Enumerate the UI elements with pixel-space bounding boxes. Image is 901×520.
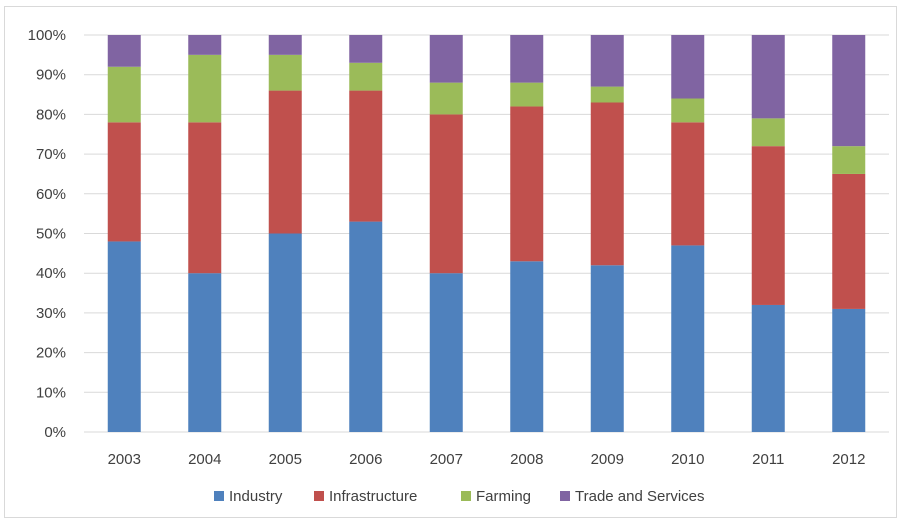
bar-segment [349,221,383,432]
x-tick-label: 2006 [349,451,382,468]
x-tick-label: 2009 [591,451,624,468]
bar-segment [188,122,222,274]
legend-swatch [560,491,570,501]
bar-segment [188,273,222,432]
bar-segment [671,35,705,99]
legend-label: Trade and Services [575,488,705,505]
bars [107,35,866,432]
y-tick-label: 60% [36,186,66,203]
legend: Industry Infrastructure Farming Trade and S… [214,488,705,505]
bar-segment [751,304,785,432]
bar-segment [751,146,785,305]
y-tick-label: 90% [36,67,66,84]
bar-segment [268,54,302,91]
bar-segment [429,35,463,83]
bar-segment [268,35,302,55]
x-tick-label: 2011 [752,451,784,468]
bar-segment [349,90,383,222]
x-tick-label: 2007 [430,451,463,468]
y-tick-label: 80% [36,106,66,123]
bar-segment [671,98,705,123]
x-tick-label: 2012 [832,451,865,468]
y-tick-label: 30% [36,305,66,322]
legend-swatch [214,491,224,501]
bar-segment [107,35,141,67]
y-tick-label: 40% [36,265,66,282]
x-tick-label: 2008 [510,451,543,468]
bar-segment [751,35,785,119]
bar-segment [107,241,141,432]
legend-swatch [314,491,324,501]
bar-segment [751,118,785,147]
x-axis-ticks: 2003 2004 2005 2006 2007 2008 2009 2010 2011 2012 [108,451,866,468]
y-tick-label: 0% [44,424,66,441]
bar-segment [832,308,866,432]
bar-segment [510,261,544,432]
bar-segment [590,265,624,432]
bar-segment [429,273,463,432]
bar-segment [832,146,866,174]
bar-segment [510,35,544,83]
bar-segment [510,106,544,262]
legend-label: Infrastructure [329,488,417,505]
bar-segment [671,245,705,432]
bar-segment [268,90,302,234]
legend-label: Farming [476,488,531,505]
bar-segment [590,102,624,266]
legend-label: Industry [229,488,283,505]
y-tick-label: 10% [36,384,66,401]
bar-segment [671,122,705,246]
y-tick-label: 20% [36,345,66,362]
bar-segment [429,82,463,115]
bar-segment [590,86,624,103]
bar-segment [832,35,866,147]
x-tick-label: 2010 [671,451,704,468]
bar-segment [510,82,544,107]
bar-segment [188,54,222,123]
bar-segment [188,35,222,55]
y-tick-label: 100% [28,27,66,44]
y-tick-label: 70% [36,146,66,163]
x-tick-label: 2003 [108,451,141,468]
y-axis-ticks: 0% 10% 20% 30% 40% 50% 60% 70% 80% 90% 100% [28,27,66,441]
bar-segment [429,114,463,274]
legend-swatch [461,491,471,501]
bar-segment [590,35,624,87]
bar-segment [107,66,141,123]
bar-segment [349,35,383,63]
x-tick-label: 2005 [269,451,302,468]
bar-segment [349,62,383,91]
bar-segment [107,122,141,242]
bar-segment [832,173,866,309]
y-tick-label: 50% [36,226,66,243]
bar-segment [268,233,302,432]
x-tick-label: 2004 [188,451,221,468]
